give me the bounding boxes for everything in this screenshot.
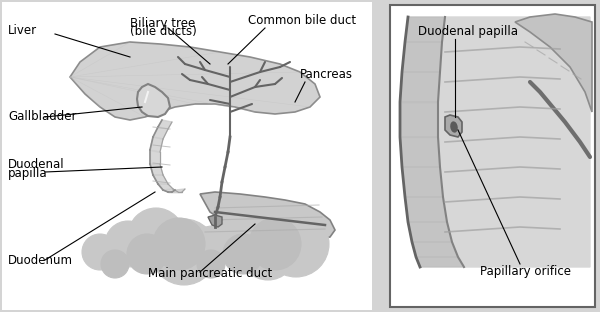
Circle shape (197, 250, 225, 278)
Text: Biliary tree: Biliary tree (130, 17, 195, 30)
Polygon shape (400, 72, 440, 102)
Polygon shape (172, 189, 185, 192)
Polygon shape (137, 84, 170, 117)
Circle shape (127, 234, 167, 274)
Text: Gallbladder: Gallbladder (8, 110, 77, 124)
Polygon shape (208, 215, 222, 227)
Polygon shape (153, 127, 168, 139)
Text: Duodenal: Duodenal (8, 158, 65, 170)
Text: Liver: Liver (8, 23, 37, 37)
Polygon shape (438, 17, 590, 267)
Polygon shape (200, 192, 335, 240)
Polygon shape (163, 189, 178, 192)
Polygon shape (400, 102, 438, 137)
Text: Papillary orifice: Papillary orifice (480, 266, 571, 279)
Polygon shape (405, 197, 447, 222)
Circle shape (82, 234, 118, 270)
Text: Main pancreatic duct: Main pancreatic duct (148, 267, 272, 280)
Text: Duodenum: Duodenum (8, 253, 73, 266)
Polygon shape (150, 164, 163, 175)
Polygon shape (400, 137, 440, 167)
Text: Pancreas: Pancreas (300, 67, 353, 80)
Polygon shape (150, 137, 163, 152)
Text: (bile ducts): (bile ducts) (130, 25, 197, 37)
FancyBboxPatch shape (390, 5, 595, 307)
Polygon shape (405, 17, 445, 42)
Polygon shape (150, 150, 160, 164)
Polygon shape (412, 242, 458, 257)
Polygon shape (402, 42, 442, 72)
Text: Duodenal papilla: Duodenal papilla (418, 26, 518, 38)
Polygon shape (153, 175, 168, 184)
Text: Common bile duct: Common bile duct (248, 14, 356, 27)
Polygon shape (158, 120, 172, 129)
Polygon shape (416, 257, 464, 267)
Polygon shape (402, 167, 443, 197)
Polygon shape (158, 184, 173, 190)
Circle shape (151, 219, 217, 285)
Ellipse shape (451, 122, 457, 132)
Circle shape (128, 208, 184, 264)
Circle shape (194, 226, 230, 262)
Circle shape (249, 218, 301, 270)
Circle shape (263, 211, 329, 277)
FancyBboxPatch shape (2, 2, 372, 310)
Polygon shape (515, 14, 592, 112)
Text: papilla: papilla (8, 167, 47, 179)
Polygon shape (408, 222, 452, 242)
Circle shape (101, 250, 129, 278)
Circle shape (217, 213, 263, 259)
Circle shape (153, 218, 205, 270)
Circle shape (105, 221, 151, 267)
Circle shape (223, 234, 263, 274)
Polygon shape (70, 42, 320, 120)
Polygon shape (445, 115, 462, 137)
Circle shape (240, 224, 296, 280)
